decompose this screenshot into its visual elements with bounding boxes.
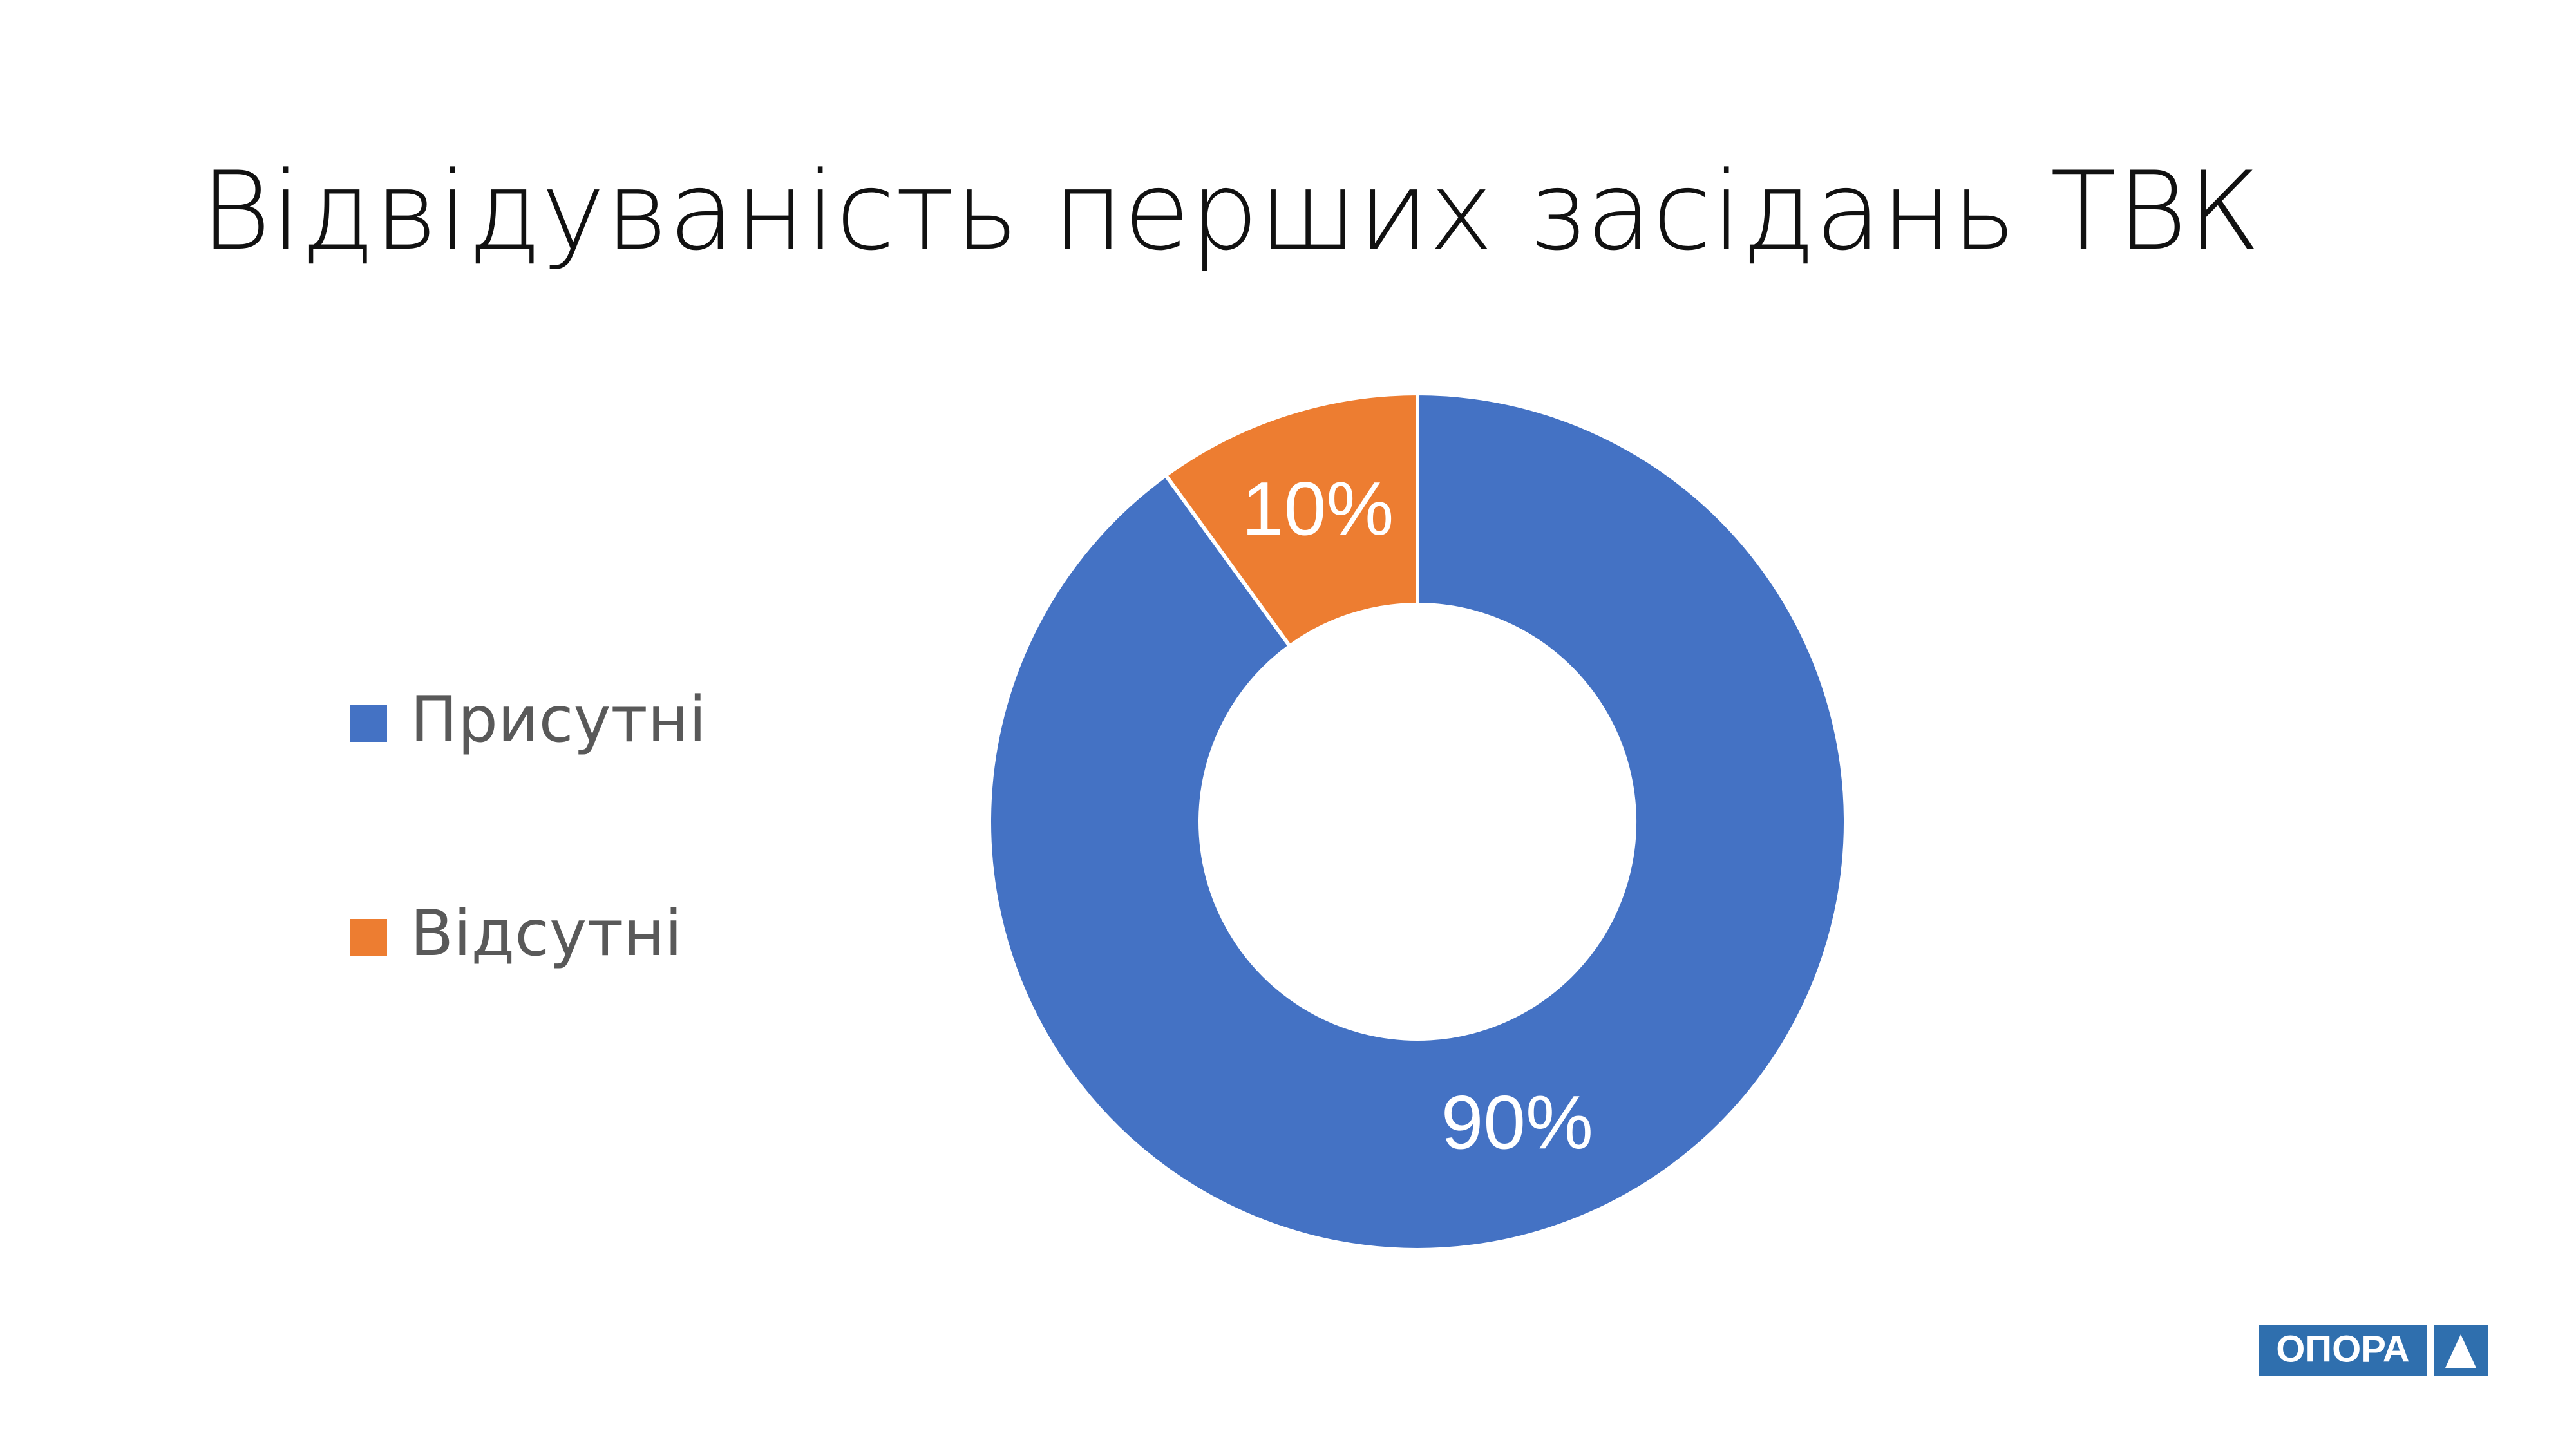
legend-label: Присутні	[410, 683, 706, 757]
legend-swatch	[350, 919, 387, 956]
value-label: 10%	[1242, 467, 1394, 552]
logo-box	[2259, 1325, 2427, 1376]
legend-swatch	[350, 705, 387, 742]
value-label: 90%	[1441, 1081, 1593, 1166]
logo: ОПОРА	[2259, 1325, 2488, 1376]
slice	[987, 391, 1848, 1252]
legend-label: Відсутні	[410, 897, 682, 971]
logo-text: ОПОРА	[2276, 1328, 2409, 1370]
chart-title: Відвідуваність перших засідань ТВК	[200, 148, 2260, 274]
logo-icon	[2445, 1334, 2476, 1368]
slice	[1162, 391, 1419, 649]
